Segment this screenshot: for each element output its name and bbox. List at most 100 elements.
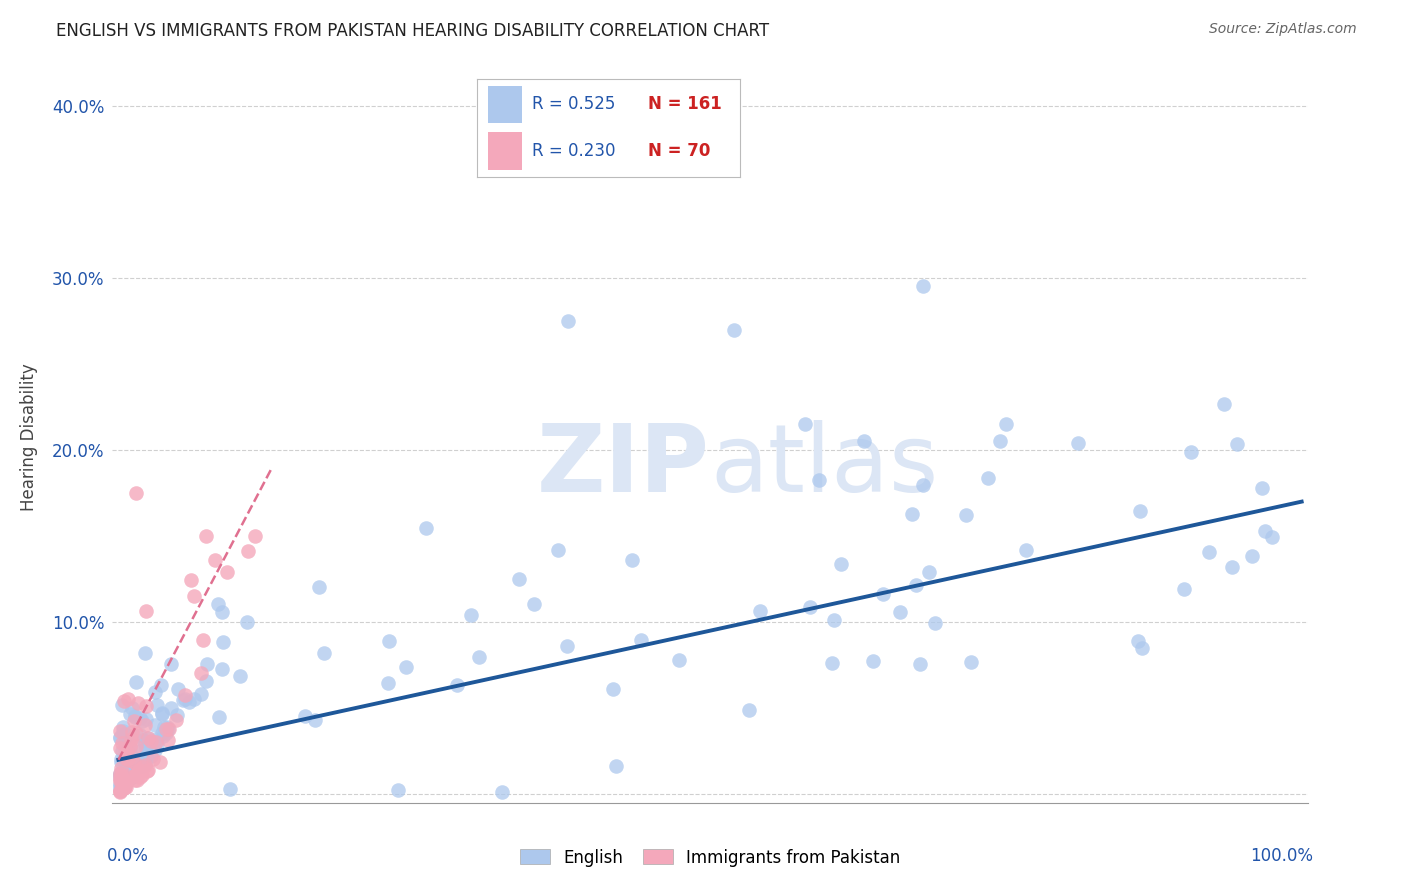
- Point: [118, 739, 141, 754]
- Point: [118, 746, 141, 760]
- Point: [149, 678, 172, 692]
- Point: [108, 740, 131, 755]
- Point: [122, 714, 145, 728]
- Point: [150, 725, 173, 739]
- Point: [738, 703, 761, 717]
- Point: [110, 731, 132, 745]
- Text: Source: ZipAtlas.com: Source: ZipAtlas.com: [1209, 22, 1357, 37]
- Point: [117, 750, 139, 764]
- Point: [141, 733, 163, 747]
- Point: [134, 758, 156, 772]
- Point: [1173, 582, 1195, 596]
- Point: [114, 735, 136, 749]
- Point: [135, 603, 157, 617]
- Point: [212, 635, 235, 649]
- Point: [821, 656, 844, 670]
- Point: [415, 521, 437, 535]
- Point: [127, 696, 149, 710]
- Point: [157, 722, 180, 736]
- Point: [127, 773, 149, 788]
- Point: [207, 597, 229, 611]
- Point: [152, 729, 174, 743]
- Text: atlas: atlas: [710, 420, 938, 512]
- Point: [1126, 633, 1149, 648]
- Point: [112, 727, 135, 741]
- Point: [910, 657, 932, 672]
- Point: [110, 736, 132, 750]
- Point: [217, 566, 239, 580]
- Point: [852, 434, 875, 449]
- Point: [121, 768, 143, 782]
- Point: [1254, 524, 1277, 539]
- Point: [124, 710, 146, 724]
- Point: [165, 713, 187, 727]
- Point: [111, 780, 134, 795]
- Point: [117, 751, 139, 765]
- Point: [118, 766, 141, 780]
- Point: [799, 600, 821, 615]
- Point: [121, 700, 143, 714]
- Point: [108, 767, 131, 781]
- Point: [134, 738, 156, 752]
- Point: [621, 553, 644, 567]
- Point: [1015, 542, 1038, 557]
- Point: [183, 590, 205, 604]
- Point: [157, 733, 180, 747]
- Point: [112, 720, 135, 734]
- Point: [131, 714, 153, 728]
- Point: [749, 604, 772, 618]
- Point: [118, 732, 141, 747]
- Point: [129, 756, 152, 771]
- Point: [108, 724, 131, 739]
- Point: [918, 565, 941, 579]
- Point: [131, 758, 153, 772]
- Point: [160, 657, 183, 672]
- Point: [108, 768, 131, 782]
- Point: [1220, 560, 1243, 574]
- Point: [111, 770, 134, 784]
- Point: [111, 775, 134, 789]
- Point: [120, 731, 142, 746]
- Point: [924, 616, 946, 631]
- Point: [955, 508, 977, 522]
- Legend: English, Immigrants from Pakistan: English, Immigrants from Pakistan: [512, 840, 908, 875]
- Point: [108, 772, 131, 786]
- Point: [911, 279, 934, 293]
- Point: [294, 708, 316, 723]
- Point: [977, 471, 1000, 485]
- Point: [135, 712, 157, 726]
- Point: [190, 666, 212, 681]
- Point: [110, 756, 132, 770]
- Text: 100.0%: 100.0%: [1250, 847, 1313, 864]
- Point: [823, 613, 845, 627]
- Point: [115, 752, 138, 766]
- Point: [395, 659, 418, 673]
- Point: [112, 694, 135, 708]
- Point: [159, 700, 181, 714]
- Point: [143, 743, 166, 757]
- Point: [125, 766, 148, 780]
- Point: [508, 572, 530, 586]
- Point: [157, 723, 180, 737]
- Point: [121, 754, 143, 768]
- Point: [136, 764, 159, 779]
- Point: [235, 615, 257, 629]
- Point: [830, 558, 852, 572]
- Point: [204, 553, 226, 567]
- Point: [523, 597, 546, 611]
- Point: [245, 529, 267, 543]
- Point: [108, 784, 131, 798]
- Point: [1180, 445, 1202, 459]
- Point: [166, 708, 188, 723]
- Point: [1129, 504, 1152, 518]
- Point: [387, 783, 409, 797]
- Point: [117, 751, 139, 765]
- Point: [108, 772, 131, 786]
- Point: [630, 633, 652, 648]
- Point: [1067, 436, 1090, 450]
- Point: [122, 758, 145, 772]
- Point: [114, 772, 136, 786]
- Point: [723, 322, 745, 336]
- Point: [108, 777, 131, 791]
- Point: [125, 739, 148, 753]
